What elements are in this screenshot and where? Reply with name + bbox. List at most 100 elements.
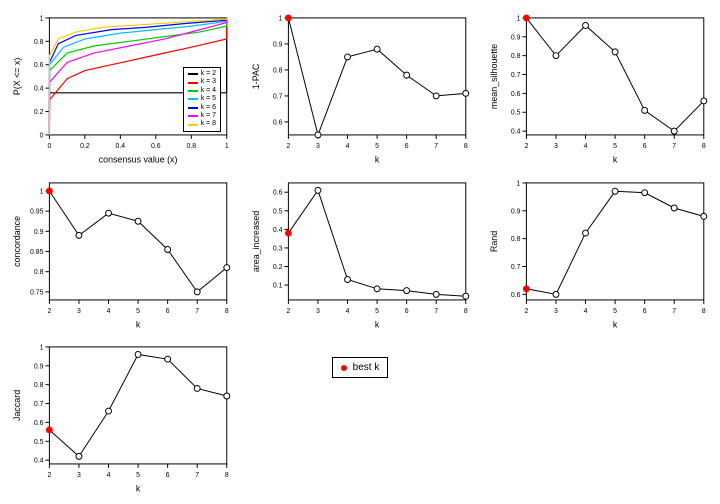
svg-text:0.8: 0.8 [273, 67, 283, 74]
svg-text:0.85: 0.85 [30, 249, 44, 256]
svg-text:k: k [375, 319, 380, 329]
svg-text:0.4: 0.4 [116, 143, 126, 150]
svg-text:0.8: 0.8 [187, 143, 197, 150]
legend-label: k = 2 [201, 70, 216, 78]
svg-text:1: 1 [40, 15, 44, 22]
svg-text:0.6: 0.6 [273, 189, 283, 196]
svg-text:k: k [613, 319, 618, 329]
legend-label: k = 8 [201, 120, 216, 128]
legend-swatch-icon [188, 73, 198, 75]
panel-bestk-legend: best k [247, 337, 474, 496]
svg-text:k: k [136, 484, 141, 494]
svg-text:2: 2 [47, 472, 51, 479]
panel-rand: 23456780.60.70.80.91kRand [485, 173, 712, 332]
legend-item: k = 3 [188, 78, 216, 86]
svg-text:7: 7 [673, 143, 677, 150]
svg-text:1: 1 [517, 15, 521, 22]
svg-text:4: 4 [584, 143, 588, 150]
svg-text:8: 8 [702, 307, 706, 314]
svg-text:7: 7 [673, 307, 677, 314]
svg-text:consensus value (x): consensus value (x) [99, 155, 178, 165]
svg-text:4: 4 [107, 472, 111, 479]
svg-text:8: 8 [464, 143, 468, 150]
panel-area-increased: 23456780.10.20.30.40.50.6karea_increased [247, 173, 474, 332]
svg-text:0.4: 0.4 [34, 86, 44, 93]
svg-text:0.4: 0.4 [273, 226, 283, 233]
svg-text:0.8: 0.8 [511, 236, 521, 243]
svg-text:8: 8 [702, 143, 706, 150]
svg-text:5: 5 [136, 472, 140, 479]
svg-text:5: 5 [614, 143, 618, 150]
chart-grid: 0 0.2 0.4 0.6 0.8 1 0 0.2 0.4 0.6 0.8 1 consensus va… [8, 8, 712, 496]
svg-text:0: 0 [47, 143, 51, 150]
svg-text:6: 6 [643, 307, 647, 314]
svg-text:1: 1 [40, 345, 44, 352]
panel-mean-silhouette: 23456780.40.50.60.70.80.91kmean_silhouet… [485, 8, 712, 167]
svg-text:0.1: 0.1 [273, 282, 283, 289]
svg-text:0.6: 0.6 [511, 91, 521, 98]
svg-text:2: 2 [47, 307, 51, 314]
svg-text:0.6: 0.6 [273, 119, 283, 126]
svg-text:4: 4 [584, 307, 588, 314]
svg-text:0.9: 0.9 [511, 208, 521, 215]
legend-item: k = 6 [188, 104, 216, 112]
svg-text:Jaccard: Jaccard [12, 390, 22, 421]
svg-text:0.8: 0.8 [511, 53, 521, 60]
legend-swatch-icon [188, 98, 198, 100]
bestk-label: best k [353, 362, 380, 373]
svg-text:0.9: 0.9 [511, 34, 521, 41]
svg-text:0.5: 0.5 [273, 208, 283, 215]
svg-text:0: 0 [40, 132, 44, 139]
svg-text:0.7: 0.7 [511, 72, 521, 79]
panel-ecdf: 00.20.40.60.8100.20.40.60.81consensus va… [8, 8, 235, 167]
svg-text:0.2: 0.2 [80, 143, 90, 150]
svg-text:4: 4 [345, 143, 349, 150]
svg-text:8: 8 [464, 307, 468, 314]
legend-label: k = 4 [201, 87, 216, 95]
svg-text:0.2: 0.2 [273, 264, 283, 271]
panel-one-pac: 23456780.60.70.80.91k1-PAC [247, 8, 474, 167]
legend-label: k = 3 [201, 78, 216, 86]
svg-text:concordance: concordance [12, 216, 22, 267]
svg-text:6: 6 [643, 143, 647, 150]
svg-text:3: 3 [316, 143, 320, 150]
svg-text:mean_silhouette: mean_silhouette [489, 44, 499, 109]
svg-text:1: 1 [225, 143, 229, 150]
svg-text:2: 2 [525, 307, 529, 314]
legend-swatch-icon [188, 90, 198, 92]
panel-jaccard: 23456780.40.50.60.70.80.91kJaccard [8, 337, 235, 496]
svg-text:3: 3 [554, 307, 558, 314]
legend-item: k = 7 [188, 112, 216, 120]
svg-text:0.9: 0.9 [273, 41, 283, 48]
svg-text:0.6: 0.6 [511, 291, 521, 298]
svg-text:0.8: 0.8 [34, 269, 44, 276]
svg-text:5: 5 [614, 307, 618, 314]
svg-text:5: 5 [136, 307, 140, 314]
legend-label: k = 5 [201, 95, 216, 103]
svg-text:0.75: 0.75 [30, 289, 44, 296]
svg-text:0.2: 0.2 [34, 109, 44, 116]
legend-label: k = 6 [201, 104, 216, 112]
svg-text:7: 7 [195, 472, 199, 479]
legend-item: k = 2 [188, 70, 216, 78]
legend-swatch-icon [188, 124, 198, 126]
svg-text:8: 8 [225, 472, 229, 479]
svg-text:0.8: 0.8 [34, 39, 44, 46]
svg-text:1: 1 [278, 15, 282, 22]
svg-text:area_increased: area_increased [251, 210, 261, 271]
svg-text:0.7: 0.7 [511, 264, 521, 271]
svg-text:Rand: Rand [489, 230, 499, 251]
svg-text:6: 6 [404, 143, 408, 150]
svg-text:4: 4 [107, 307, 111, 314]
svg-text:0.5: 0.5 [34, 439, 44, 446]
svg-text:7: 7 [195, 307, 199, 314]
svg-text:0.7: 0.7 [34, 401, 44, 408]
svg-text:6: 6 [166, 307, 170, 314]
svg-text:k: k [136, 319, 141, 329]
svg-text:0.6: 0.6 [151, 143, 161, 150]
svg-text:6: 6 [404, 307, 408, 314]
svg-text:0.9: 0.9 [34, 228, 44, 235]
svg-text:0.4: 0.4 [34, 458, 44, 465]
svg-text:6: 6 [166, 472, 170, 479]
svg-text:0.5: 0.5 [511, 110, 521, 117]
